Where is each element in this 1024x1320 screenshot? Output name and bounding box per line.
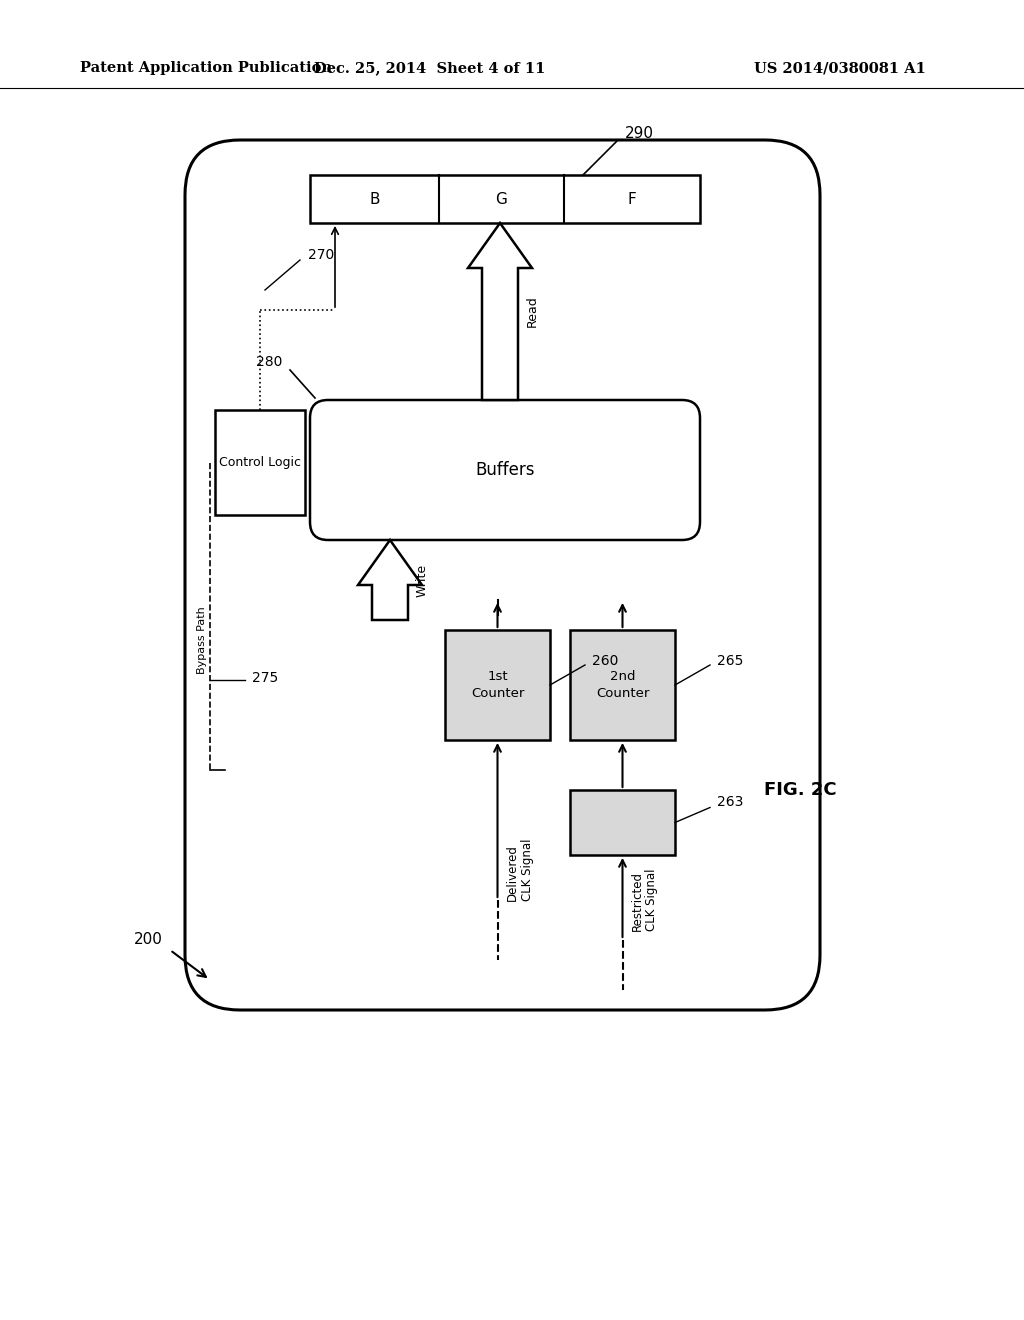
Text: Bypass Path: Bypass Path [197, 606, 207, 675]
Polygon shape [358, 540, 422, 620]
Text: Buffers: Buffers [475, 461, 535, 479]
Text: 265: 265 [717, 653, 743, 668]
Text: G: G [496, 191, 507, 206]
Text: FIG. 2C: FIG. 2C [764, 781, 837, 799]
Bar [570, 789, 675, 855]
Text: Write: Write [416, 564, 429, 597]
Text: 280: 280 [256, 355, 282, 370]
Text: Delivered
CLK Signal: Delivered CLK Signal [506, 838, 534, 902]
FancyBboxPatch shape [185, 140, 820, 1010]
Text: Dec. 25, 2014  Sheet 4 of 11: Dec. 25, 2014 Sheet 4 of 11 [314, 61, 546, 75]
Text: 275: 275 [252, 671, 279, 685]
Bar [215, 411, 305, 515]
FancyBboxPatch shape [310, 400, 700, 540]
Text: 1st
Counter: 1st Counter [471, 671, 524, 700]
Text: B: B [369, 191, 380, 206]
Bar [310, 176, 700, 223]
Text: 263: 263 [717, 796, 743, 809]
Text: 200: 200 [133, 932, 163, 948]
Polygon shape [468, 223, 532, 400]
Bar [570, 630, 675, 741]
Text: 270: 270 [308, 248, 334, 261]
Text: Control Logic: Control Logic [219, 455, 301, 469]
Text: 2nd
Counter: 2nd Counter [596, 671, 649, 700]
Text: 260: 260 [592, 653, 618, 668]
Text: US 2014/0380081 A1: US 2014/0380081 A1 [754, 61, 926, 75]
Text: 290: 290 [625, 125, 654, 140]
Text: Patent Application Publication: Patent Application Publication [80, 61, 332, 75]
Text: Read: Read [526, 296, 539, 327]
Text: F: F [628, 191, 636, 206]
Text: Restricted
CLK Signal: Restricted CLK Signal [631, 869, 658, 931]
Bar [445, 630, 550, 741]
